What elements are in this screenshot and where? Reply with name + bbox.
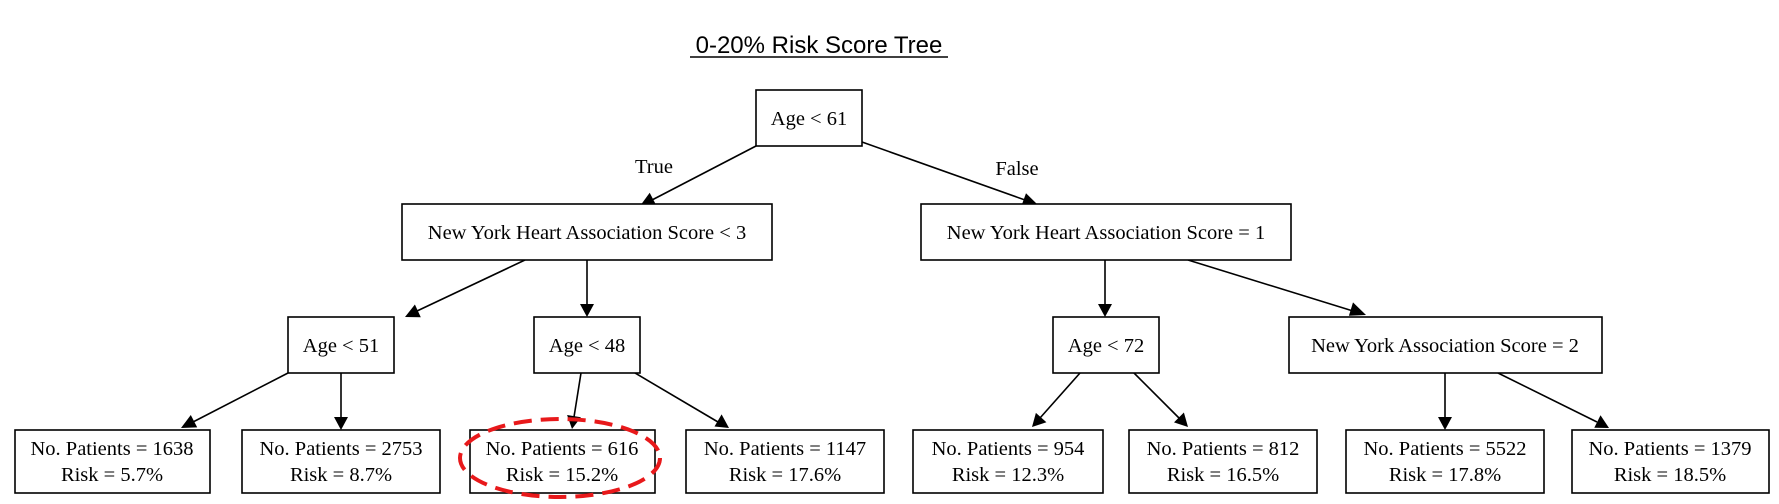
false-branch-label: False [995, 158, 1038, 180]
edge-lr-leaf3 [573, 372, 582, 418]
leaf-node-7: No. Patients = 5522 Risk = 17.8% [1345, 429, 1545, 494]
node-box [401, 203, 773, 261]
edge-ll-leaf1 [192, 372, 289, 423]
split-node-left: New York Heart Association Score < 3 [401, 203, 773, 261]
leaf-box [469, 429, 656, 494]
leaf-node-4: No. Patients = 1147 Risk = 17.6% [685, 429, 885, 494]
node-box [1288, 316, 1603, 374]
node-box [287, 316, 395, 374]
arrow-head [714, 414, 729, 428]
node-box [533, 316, 641, 374]
true-branch-label: True [635, 156, 673, 178]
leaf-box [1571, 429, 1770, 494]
leaf-box [1345, 429, 1545, 494]
node-box [755, 89, 863, 147]
edge-root-right [861, 141, 1026, 201]
leaf-node-3: No. Patients = 616 Risk = 15.2% [469, 429, 656, 494]
leaf-patients: No. Patients = 1147 [704, 438, 866, 460]
leaf-patients: No. Patients = 5522 [1363, 438, 1526, 460]
leaf-risk: Risk = 18.5% [1614, 464, 1726, 486]
edge-root-left [651, 145, 757, 201]
leaf-risk: Risk = 15.2% [506, 464, 618, 486]
arrow-head [1348, 302, 1366, 316]
node-label: Age < 72 [1068, 335, 1144, 357]
node-label: New York Heart Association Score < 3 [428, 222, 746, 244]
node-box [920, 203, 1292, 261]
leaf-box [685, 429, 885, 494]
split-node-lr: Age < 48 [533, 316, 641, 374]
node-label: New York Heart Association Score = 1 [947, 222, 1265, 244]
arrow-head [1032, 412, 1047, 427]
leaf-box [1128, 429, 1318, 494]
split-node-right: New York Heart Association Score = 1 [920, 203, 1292, 261]
split-node-rl: Age < 72 [1052, 316, 1160, 374]
arrow-head [334, 417, 348, 430]
arrow-head [1174, 412, 1188, 427]
edge-rr-leaf8 [1497, 372, 1598, 423]
leaf-risk: Risk = 17.6% [729, 464, 841, 486]
node-label: Age < 61 [771, 108, 847, 130]
node-label: Age < 51 [303, 335, 379, 357]
edge-rl-leaf5 [1039, 372, 1081, 419]
leaf-risk: Risk = 8.7% [290, 464, 392, 486]
arrow-head [640, 192, 657, 206]
leaf-risk: Risk = 12.3% [952, 464, 1064, 486]
node-label: Age < 48 [549, 335, 625, 357]
arrow-head [1021, 193, 1038, 207]
leaf-patients: No. Patients = 2753 [259, 438, 422, 460]
leaf-box [241, 429, 441, 494]
arrow-head [567, 415, 581, 429]
arrow-head [1098, 304, 1112, 317]
edge-right-rr [1187, 259, 1354, 312]
leaf-patients: No. Patients = 616 [486, 438, 639, 460]
split-node-root: Age < 61 [755, 89, 863, 147]
leaf-risk: Risk = 5.7% [61, 464, 163, 486]
leaf-risk: Risk = 16.5% [1167, 464, 1279, 486]
highlight-dashed-ellipse [458, 417, 662, 499]
leaf-patients: No. Patients = 954 [932, 438, 1085, 460]
edge-lr-leaf4 [634, 372, 719, 423]
leaf-node-5: No. Patients = 954 Risk = 12.3% [912, 429, 1104, 494]
leaf-box [14, 429, 211, 494]
split-node-rr: New York Association Score = 2 [1288, 316, 1603, 374]
arrow-head [1438, 417, 1452, 430]
split-node-ll: Age < 51 [287, 316, 395, 374]
leaf-node-6: No. Patients = 812 Risk = 16.5% [1128, 429, 1318, 494]
arrow-head [1594, 415, 1609, 428]
edge-left-ll [416, 259, 526, 312]
arrow-head [580, 304, 594, 317]
diagram-title: 0-20% Risk Score Tree [696, 32, 943, 59]
edge-rl-leaf6 [1133, 372, 1180, 419]
leaf-risk: Risk = 17.8% [1389, 464, 1501, 486]
arrow-head [181, 415, 198, 428]
leaf-node-8: No. Patients = 1379 Risk = 18.5% [1571, 429, 1770, 494]
edges [181, 141, 1609, 430]
leaf-patients: No. Patients = 1638 [30, 438, 193, 460]
node-box [1052, 316, 1160, 374]
leaf-node-1: No. Patients = 1638 Risk = 5.7% [14, 429, 211, 494]
node-label: New York Association Score = 2 [1311, 335, 1579, 357]
leaf-box [912, 429, 1104, 494]
leaf-patients: No. Patients = 1379 [1588, 438, 1751, 460]
leaf-patients: No. Patients = 812 [1147, 438, 1300, 460]
arrow-head [405, 304, 421, 318]
leaf-node-2: No. Patients = 2753 Risk = 8.7% [241, 429, 441, 494]
